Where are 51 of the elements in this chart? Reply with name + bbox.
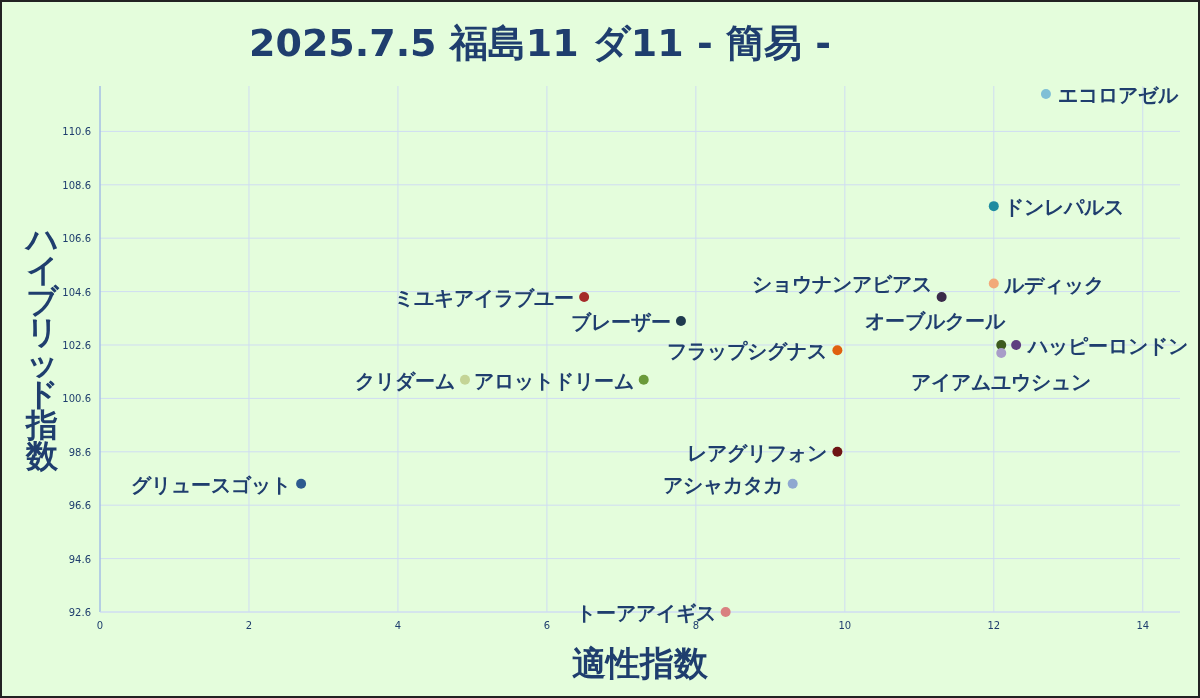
- y-tick-label: 106.6: [62, 233, 91, 245]
- y-tick-label: 102.6: [62, 339, 91, 351]
- y-tick-label: 94.6: [68, 553, 91, 565]
- point: [832, 446, 843, 457]
- series-label: アロットドリーム: [473, 368, 634, 393]
- point: [832, 345, 843, 356]
- chart-title: 2025.7.5 福島11 ダ11 - 簡易 -: [249, 21, 831, 65]
- point: [720, 607, 731, 617]
- series-label: クリダーム: [354, 368, 455, 393]
- point: [296, 478, 307, 489]
- series-label: ルディック: [1002, 272, 1104, 297]
- y-tick-label: 104.6: [62, 286, 91, 298]
- point: [988, 278, 999, 289]
- series-label: エコロアゼル: [1057, 83, 1179, 108]
- series-label: ミユキアイラブユー: [394, 285, 575, 310]
- series-label: フラップシグナス: [667, 339, 828, 364]
- point: [787, 478, 798, 489]
- series-label: ブレーザー: [570, 309, 671, 334]
- series-label: ドンレパルス: [1003, 195, 1124, 220]
- x-axis-title: 適性指数: [572, 643, 709, 683]
- y-tick-label: 92.6: [68, 607, 91, 618]
- point: [996, 348, 1007, 359]
- x-tick-label: 0: [96, 620, 104, 631]
- series-label: アシャカタカ: [662, 472, 783, 497]
- y-tick-label: 96.6: [68, 500, 91, 512]
- x-tick-label: 8: [692, 620, 700, 631]
- series-label: オーブルクール: [865, 308, 1007, 333]
- series-label: ショウナンアビアス: [751, 271, 932, 296]
- x-tick-label: 10: [838, 620, 852, 631]
- y-tick-label: 98.6: [68, 446, 91, 458]
- point: [459, 374, 470, 385]
- y-axis-title: ハイブリッド指数: [23, 220, 60, 475]
- x-tick-label: 2: [245, 620, 253, 631]
- x-tick-label: 14: [1136, 620, 1150, 631]
- x-tick-label: 12: [987, 620, 1001, 631]
- y-tick-label: 108.6: [62, 179, 91, 191]
- point: [1040, 89, 1051, 100]
- series-label: ハッピーロンドン: [1026, 333, 1189, 358]
- point: [579, 291, 590, 302]
- y-tick-label: 100.6: [62, 393, 91, 405]
- y-tick-label: 110.6: [62, 126, 91, 138]
- point: [675, 315, 686, 326]
- x-tick-label: 4: [394, 620, 402, 631]
- series-label: グリュースゴット: [131, 472, 292, 497]
- point: [936, 291, 947, 302]
- x-tick-label: 6: [543, 620, 551, 631]
- point: [988, 201, 999, 212]
- series-label: レアグリフォン: [687, 440, 828, 465]
- point: [638, 374, 649, 385]
- series-label: アイアムユウシュン: [911, 370, 1092, 395]
- point: [1011, 340, 1022, 350]
